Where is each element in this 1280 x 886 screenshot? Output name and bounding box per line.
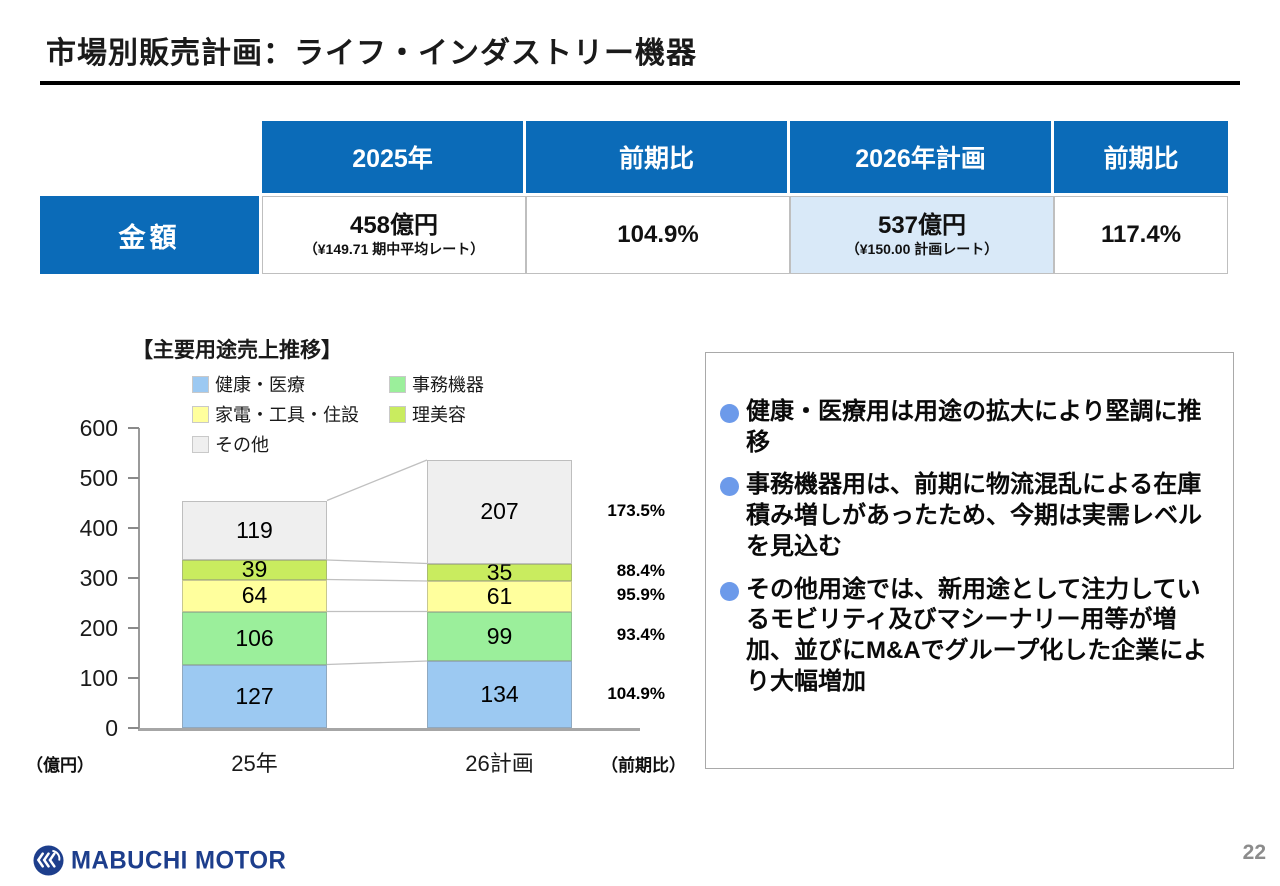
note-text: その他用途では、新用途として注力しているモビリティ及びマシーナリー用等が増加、並… (746, 575, 1208, 695)
page-number: 22 (1242, 841, 1266, 864)
y-axis-tick-label: 500 (79, 465, 118, 491)
legend-label: 理美容 (412, 405, 466, 425)
legend-item-others: その他 (192, 434, 389, 455)
yoy-percent-label: 95.9% (616, 585, 665, 605)
x-axis-line (138, 728, 640, 731)
bullet-icon (720, 477, 739, 497)
legend-swatch-health-medical (192, 375, 209, 393)
table-cell-yoy-2025: 104.9% (526, 196, 790, 274)
column-header-yoy-1: 前期比 (526, 121, 790, 196)
note-item-health-medical: 健康・医療用は用途の拡大により堅調に推移 (720, 397, 1219, 458)
legend-swatch-beauty (389, 405, 406, 423)
bar-segment: 119 (182, 500, 327, 560)
note-item-office-equipment: 事務機器用は、前期に物流混乱による在庫積み増しがあったため、今期は実需レベルを見… (720, 470, 1219, 562)
bar-segment: 35 (427, 561, 572, 583)
legend-label: その他 (215, 435, 269, 455)
page-title: 市場別販売計画：ライフ・インダストリー機器 (46, 37, 697, 70)
column-header-2026-plan: 2026年計画 (790, 121, 1054, 196)
company-logo: MABUCHI MOTOR (33, 845, 286, 876)
table-cell-2026-amount: 537億円 （¥150.00 計画レート） (790, 196, 1054, 274)
bar-segment: 61 (427, 581, 572, 612)
legend-swatch-office-equipment (389, 375, 406, 393)
yoy-column-label: （前期比） (601, 756, 686, 775)
yoy-2025: 104.9% (617, 221, 699, 249)
yoy-2026: 117.4% (1100, 221, 1182, 249)
legend-label: 事務機器 (412, 375, 484, 395)
yoy-percent-label: 104.9% (607, 683, 665, 703)
y-axis-tick-label: 0 (105, 715, 118, 741)
bar-segment: 39 (182, 558, 327, 580)
y-axis-tick-mark (128, 477, 139, 479)
mabuchi-logo-icon (33, 845, 64, 876)
y-axis-tick-mark (128, 627, 139, 629)
stacked-bar-26計画: 207 35 61 99 134 (427, 460, 572, 728)
y-axis-tick-mark (128, 527, 139, 529)
note-text: 健康・医療用は用途の拡大により堅調に推移 (746, 398, 1202, 456)
x-axis-label: 25年 (231, 751, 278, 776)
stacked-bar-chart: 【主要用途売上推移】 健康・医療 事務機器 家電・工具・住設 理美容 その他 （… (20, 332, 710, 802)
bar-segment: 134 (427, 661, 572, 728)
amount-2026: 537億円 (877, 212, 967, 240)
yoy-percent-label: 88.4% (616, 561, 665, 581)
commentary-box: 健康・医療用は用途の拡大により堅調に推移 事務機器用は、前期に物流混乱による在庫… (705, 352, 1234, 769)
amount-2025: 458億円 (349, 212, 439, 240)
legend-item-health-medical: 健康・医療 (192, 374, 389, 395)
y-axis-line (138, 428, 140, 729)
legend-item-appliance-tools-housing: 家電・工具・住設 (192, 404, 389, 425)
bar-segment: 99 (427, 611, 572, 661)
y-axis-tick-mark (128, 427, 139, 429)
yoy-percent-label: 173.5% (607, 500, 665, 520)
note-text: 事務機器用は、前期に物流混乱による在庫積み増しがあったため、今期は実需レベルを見… (746, 471, 1202, 560)
table-cell-2025-amount: 458億円 （¥149.71 期中平均レート） (262, 196, 526, 274)
bar-segment: 127 (182, 664, 327, 728)
legend-item-beauty: 理美容 (389, 404, 484, 425)
note-item-others: その他用途では、新用途として注力しているモビリティ及びマシーナリー用等が増加、並… (720, 575, 1219, 698)
chart-title: 【主要用途売上推移】 (132, 339, 342, 362)
rate-note-2026: （¥150.00 計画レート） (845, 240, 999, 257)
y-axis-tick-mark (128, 577, 139, 579)
y-axis-tick-label: 200 (79, 615, 118, 641)
y-axis-tick-label: 300 (79, 565, 118, 591)
logo-text: MABUCHI MOTOR (71, 845, 287, 875)
legend-label: 家電・工具・住設 (215, 405, 359, 425)
legend-item-office-equipment: 事務機器 (389, 374, 484, 395)
title-underline (40, 81, 1240, 85)
legend-swatch-appliance-tools-housing (192, 405, 209, 423)
legend-swatch-others (192, 435, 209, 453)
column-header-2025: 2025年 (262, 121, 526, 196)
bar-segment: 106 (182, 611, 327, 665)
y-axis-tick-label: 100 (79, 665, 118, 691)
chart-legend: 健康・医療 事務機器 家電・工具・住設 理美容 その他 (192, 374, 484, 455)
bullet-icon (720, 581, 739, 601)
bullet-icon (720, 404, 739, 423)
table-cell-yoy-2026: 117.4% (1054, 196, 1228, 274)
unit-label: （億円） (26, 756, 94, 775)
y-axis-tick-mark (128, 727, 139, 729)
yoy-percent-label: 93.4% (616, 625, 665, 645)
bar-segment: 207 (427, 460, 572, 564)
y-axis-tick-label: 400 (79, 515, 118, 541)
table-corner-cell (40, 121, 262, 196)
y-axis-tick-label: 600 (79, 415, 118, 441)
stacked-bar-25年: 119 39 64 106 127 (182, 500, 327, 728)
row-header-amount: 金額 (40, 196, 262, 274)
y-axis-tick-mark (128, 677, 139, 679)
legend-label: 健康・医療 (215, 375, 305, 395)
x-axis-label: 26計画 (465, 751, 534, 776)
summary-table: 2025年 前期比 2026年計画 前期比 金額 458億円 （¥149.71 … (40, 121, 1228, 274)
bar-segment: 64 (182, 579, 327, 612)
rate-note-2025: （¥149.71 期中平均レート） (303, 240, 485, 257)
column-header-yoy-2: 前期比 (1054, 121, 1228, 196)
